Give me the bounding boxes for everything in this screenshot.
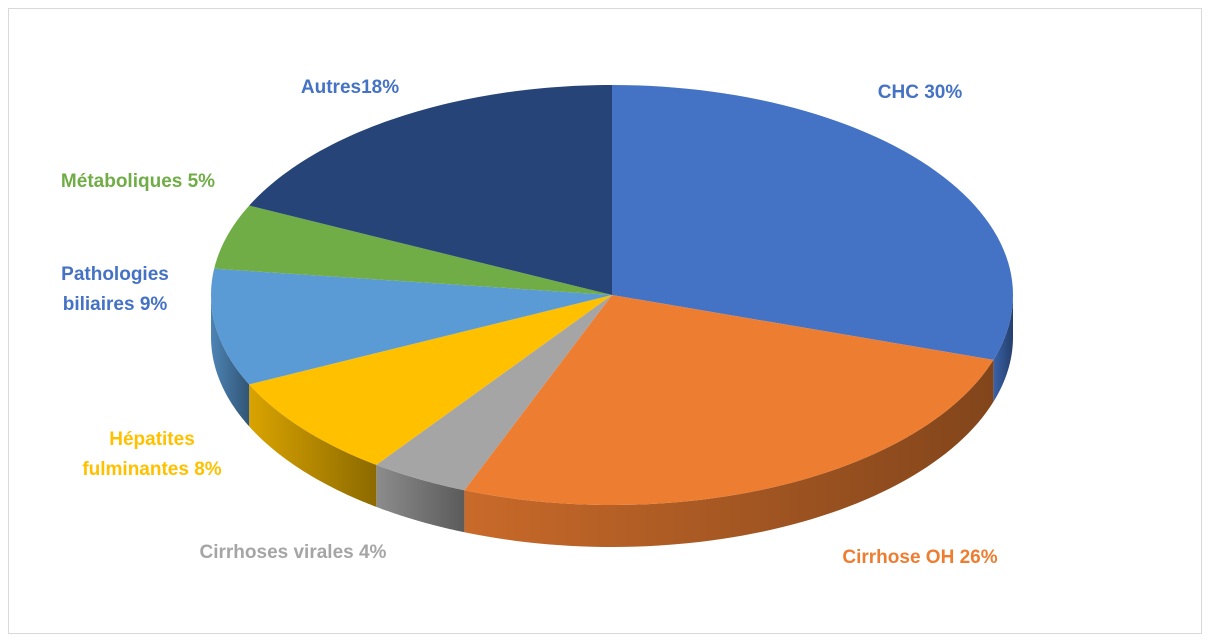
slice-side <box>211 295 250 427</box>
slice <box>376 295 612 491</box>
chart-frame <box>8 8 1202 634</box>
data-label: Hépatites fulminantes 8% <box>82 429 222 480</box>
data-label: Pathologies biliaires 9% <box>61 264 169 315</box>
slice <box>464 295 994 505</box>
slice <box>211 268 612 385</box>
slice <box>214 205 613 295</box>
slice <box>249 295 612 465</box>
slice-side <box>993 295 1013 402</box>
slice <box>612 85 1013 360</box>
data-label: Métaboliques 5% <box>60 171 216 192</box>
data-label: Cirrhose OH 26% <box>842 547 998 568</box>
slice-side <box>249 384 377 507</box>
data-label: Autres18% <box>300 77 400 98</box>
data-label: CHC 30% <box>877 82 963 103</box>
data-label: Cirrhoses virales 4% <box>199 542 387 563</box>
slice-side <box>464 359 994 547</box>
slice <box>249 85 612 295</box>
slice-side <box>376 464 465 533</box>
